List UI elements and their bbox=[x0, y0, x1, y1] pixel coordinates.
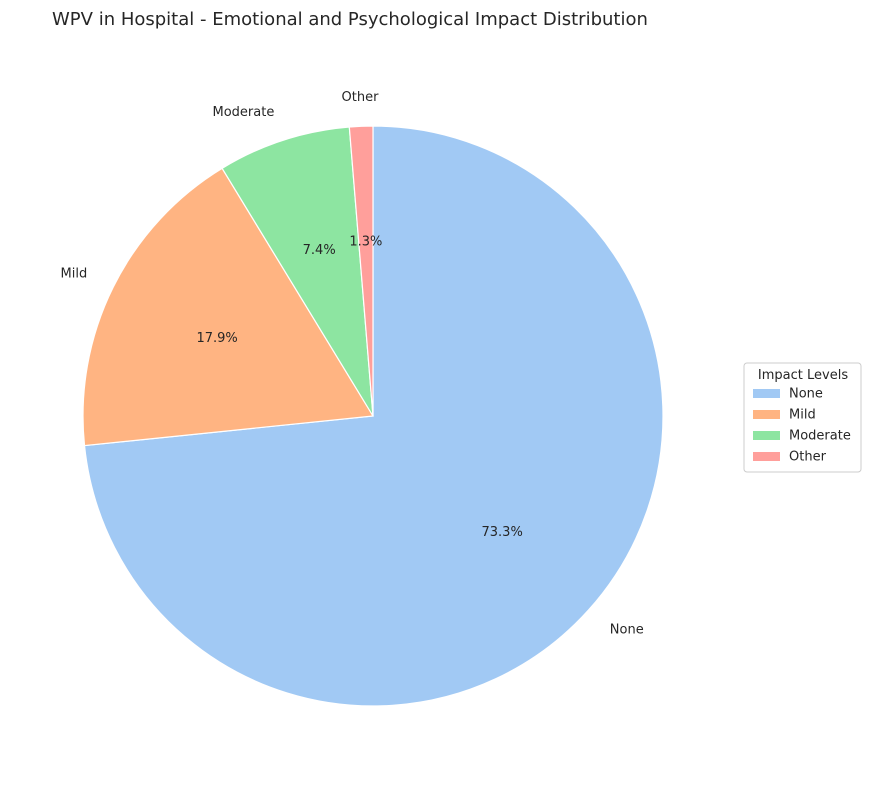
slice-label-other: Other bbox=[342, 90, 380, 105]
slice-labels: None Mild Moderate Other bbox=[61, 90, 644, 637]
pie-slice-other bbox=[348, 125, 374, 417]
legend-swatch-moderate bbox=[753, 431, 780, 440]
pie-slices bbox=[82, 125, 664, 707]
slice-label-none: None bbox=[610, 622, 644, 637]
pie-slice-none bbox=[83, 125, 664, 707]
chart-title: WPV in Hospital - Emotional and Psycholo… bbox=[52, 9, 648, 30]
pie-slice-mild bbox=[82, 167, 375, 447]
pct-label-mild: 17.9% bbox=[196, 331, 237, 346]
legend-label-other: Other bbox=[789, 450, 827, 465]
legend-swatch-none bbox=[753, 389, 780, 398]
legend-label-moderate: Moderate bbox=[789, 429, 851, 444]
slice-label-mild: Mild bbox=[61, 267, 88, 282]
legend-swatch-mild bbox=[753, 410, 780, 419]
pie-slice-moderate bbox=[221, 126, 374, 417]
legend-swatch-other bbox=[753, 452, 780, 461]
legend-title: Impact Levels bbox=[758, 368, 848, 383]
legend: Impact Levels None Mild Moderate Other bbox=[743, 362, 862, 473]
legend-entries: None Mild Moderate Other bbox=[753, 387, 851, 465]
pct-label-none: 73.3% bbox=[482, 525, 523, 540]
pct-label-other: 1.3% bbox=[349, 235, 382, 250]
slice-label-moderate: Moderate bbox=[213, 105, 275, 120]
percentage-labels: 73.3% 17.9% 7.4% 1.3% bbox=[196, 235, 522, 540]
pct-label-moderate: 7.4% bbox=[303, 243, 336, 258]
legend-label-mild: Mild bbox=[789, 408, 816, 423]
legend-label-none: None bbox=[789, 387, 823, 402]
